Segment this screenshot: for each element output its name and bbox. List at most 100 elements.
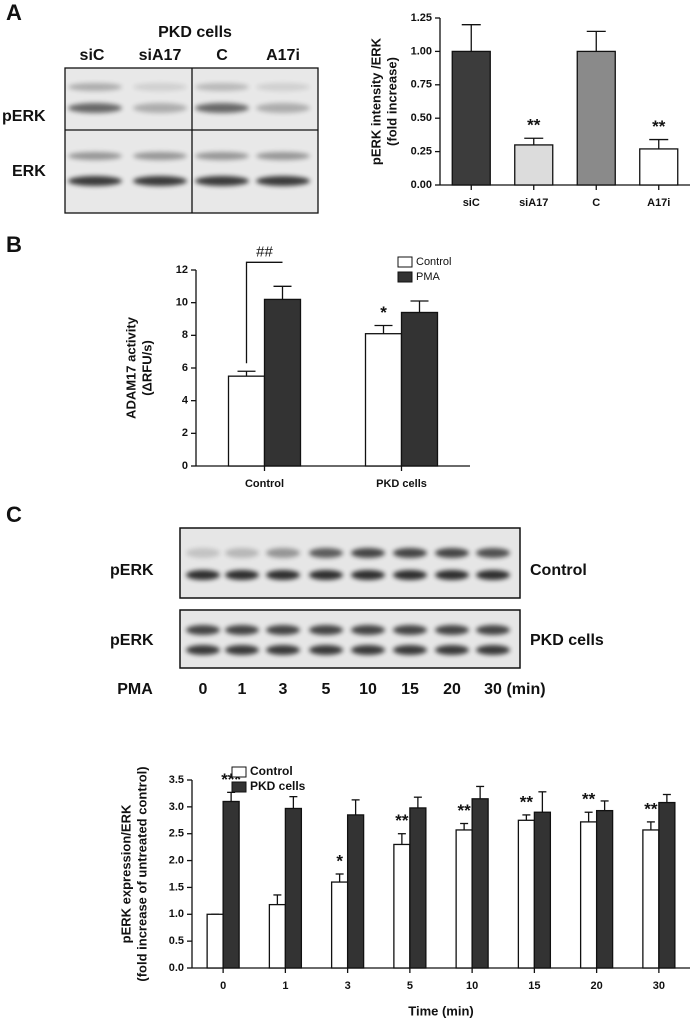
y-tick-label: 0.00 <box>411 179 432 191</box>
y-tick-label: 0 <box>182 460 188 472</box>
blot-band <box>266 570 300 580</box>
legend-label: Control <box>250 764 293 778</box>
lane-label: siA17 <box>139 47 182 64</box>
legend-swatch <box>397 256 413 268</box>
blot-band <box>435 570 469 580</box>
blot-group-label: PKD cells <box>158 24 232 41</box>
x-tick-label: 10 <box>466 980 478 992</box>
y-tick-label: 0.0 <box>169 962 184 974</box>
blot-band <box>68 176 122 186</box>
blot-band <box>186 548 220 558</box>
bar <box>658 801 676 969</box>
bar <box>393 843 411 969</box>
blot-band <box>195 152 249 160</box>
bar <box>576 50 616 186</box>
x-tick-label: 30 <box>653 980 665 992</box>
y-tick-label: 2.0 <box>169 854 184 866</box>
blot-band <box>351 570 385 580</box>
significance-label: ** <box>652 117 666 136</box>
bar <box>206 913 224 969</box>
y-axis-label: ADAM17 activity <box>123 316 138 419</box>
blot-band <box>393 548 427 558</box>
y-tick-label: 3.5 <box>169 774 184 786</box>
unit-label: (min) <box>506 681 545 698</box>
lane-label: 20 <box>443 681 461 698</box>
significance-label: ** <box>644 799 658 818</box>
legend-label: PMA <box>416 271 441 283</box>
blot-row-label: ERK <box>12 163 46 180</box>
blot-band <box>256 152 310 160</box>
bar <box>284 807 303 969</box>
y-tick-label: 8 <box>182 329 188 341</box>
blot-band <box>351 625 385 635</box>
panel-letter: A <box>6 0 22 25</box>
blot-band <box>266 548 300 558</box>
blot-band <box>309 570 343 580</box>
y-tick-label: 2 <box>182 427 188 439</box>
bar <box>455 829 473 969</box>
x-tick-label: A17i <box>647 197 670 209</box>
treatment-label: PMA <box>117 681 153 698</box>
x-tick-label: 15 <box>528 980 540 992</box>
blot-band <box>393 570 427 580</box>
blot-band <box>133 103 187 113</box>
blot-band <box>393 645 427 655</box>
legend-swatch <box>231 766 247 778</box>
blot-band <box>225 625 259 635</box>
blot-band <box>476 625 510 635</box>
x-axis-label: Time (min) <box>408 1003 474 1018</box>
significance-label: ** <box>395 811 409 830</box>
y-tick-label: 1.5 <box>169 881 184 893</box>
x-tick-label: 0 <box>220 980 226 992</box>
blot-band <box>186 570 220 580</box>
y-tick-label: 0.5 <box>169 935 184 947</box>
blot-band <box>133 176 187 186</box>
y-tick-label: 6 <box>182 362 188 374</box>
blot-band <box>68 83 122 91</box>
bar <box>595 809 614 969</box>
legend-swatch <box>231 781 247 793</box>
y-tick-label: 3.0 <box>169 801 184 813</box>
legend-label: PKD cells <box>250 779 306 793</box>
y-axis-label: pERK intensity /ERK <box>368 37 383 165</box>
bar <box>451 50 491 186</box>
blot-band <box>476 548 510 558</box>
bar <box>268 903 287 969</box>
lane-label: C <box>216 47 228 64</box>
y-tick-label: 10 <box>176 297 188 309</box>
lane-label: 15 <box>401 681 419 698</box>
blot-band <box>256 103 310 113</box>
significance-label: ** <box>520 792 534 811</box>
blot-row-label: pERK <box>110 632 154 649</box>
legend-label: Control <box>416 256 451 268</box>
blot-band <box>266 645 300 655</box>
x-tick-label: Control <box>245 478 284 490</box>
blot-band <box>195 103 249 113</box>
blot-band <box>351 548 385 558</box>
blot-band <box>186 625 220 635</box>
y-axis-label: (ΔRFU/s) <box>139 340 154 396</box>
blot-band <box>351 645 385 655</box>
bar <box>639 148 679 186</box>
y-tick-label: 12 <box>176 264 188 276</box>
significance-label: * <box>380 303 387 322</box>
bar <box>533 811 552 969</box>
blot-band <box>68 152 122 160</box>
blot-band <box>68 103 122 113</box>
x-tick-label: siC <box>463 197 480 209</box>
blot-band <box>435 548 469 558</box>
lane-label: 1 <box>238 681 247 698</box>
x-tick-label: PKD cells <box>376 478 427 490</box>
blot-band <box>435 625 469 635</box>
blot-band <box>186 645 220 655</box>
lane-label: 3 <box>279 681 288 698</box>
y-tick-label: 1.0 <box>169 908 184 920</box>
y-axis-label: (fold increase) <box>384 57 399 146</box>
bar <box>517 819 536 969</box>
x-tick-label: 20 <box>591 980 603 992</box>
y-tick-label: 1.25 <box>411 12 432 24</box>
bracket-label: ## <box>256 243 273 260</box>
x-tick-label: siA17 <box>519 197 548 209</box>
x-tick-label: C <box>592 197 600 209</box>
